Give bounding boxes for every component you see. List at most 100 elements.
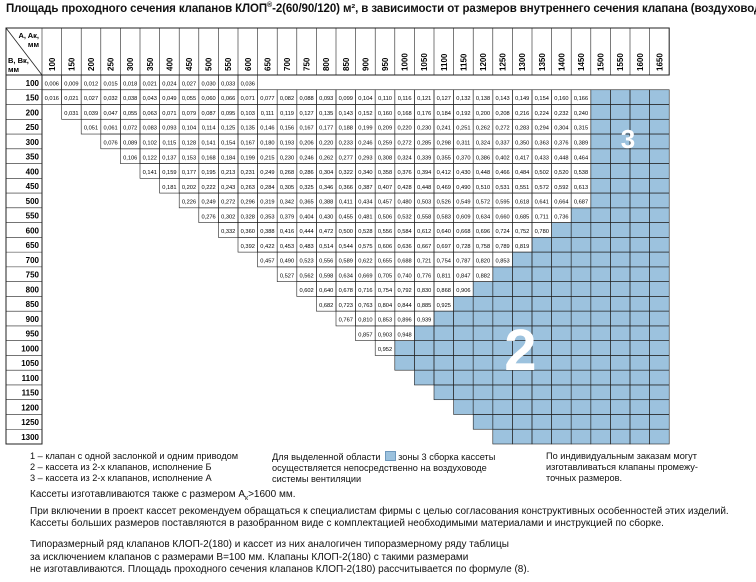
cell-value: 0,125 — [221, 126, 235, 132]
cell-value: 0,121 — [417, 96, 431, 102]
cell-value: 0,819 — [515, 244, 529, 250]
row-header: 950 — [26, 330, 40, 339]
zone-cell — [551, 281, 572, 297]
cell-value: 0,687 — [574, 200, 588, 206]
cell-value: 0,156 — [280, 126, 294, 132]
cell-value: 0,263 — [241, 185, 255, 191]
row-header: 100 — [26, 79, 40, 88]
zone-cell — [610, 296, 630, 312]
legend-custom-line3: точных размеров. — [546, 473, 623, 483]
cell-value: 0,132 — [456, 96, 470, 102]
column-header: 700 — [283, 57, 292, 71]
cell-value: 0,853 — [495, 259, 509, 265]
cell-value: 0,104 — [182, 126, 196, 132]
zone-cell — [473, 370, 493, 385]
zone-cell — [571, 429, 591, 444]
cell-value: 0,767 — [339, 318, 353, 324]
cell-value: 0,407 — [378, 185, 392, 191]
cell-value: 0,093 — [162, 126, 176, 132]
cell-value: 0,030 — [201, 81, 215, 87]
cell-value: 0,363 — [535, 141, 549, 147]
zone-cell — [551, 311, 572, 326]
cell-value: 0,324 — [397, 155, 411, 161]
zone-cell — [571, 296, 591, 312]
cell-value: 0,284 — [260, 185, 274, 191]
cell-value: 0,099 — [339, 96, 353, 102]
cell-value: 0,538 — [574, 170, 588, 176]
cell-value: 0,613 — [574, 185, 588, 191]
cell-value: 0,490 — [456, 185, 470, 191]
zone-cell — [492, 325, 513, 341]
cell-value: 0,272 — [221, 200, 235, 206]
zone-cell — [649, 193, 670, 208]
zone-cell — [512, 384, 532, 400]
zone-cell — [610, 89, 630, 105]
cell-value: 0,199 — [358, 126, 372, 132]
zone-cell — [532, 399, 552, 415]
cell-value: 0,844 — [397, 303, 411, 309]
row-header: 500 — [26, 197, 40, 206]
zone-cell — [414, 340, 434, 356]
row-header: 700 — [26, 256, 40, 265]
cell-value: 0,051 — [84, 126, 98, 132]
cell-value: 0,328 — [241, 214, 255, 220]
cell-value: 0,149 — [515, 96, 529, 102]
cell-value: 0,787 — [456, 259, 470, 265]
cell-value: 0,655 — [378, 259, 392, 265]
cell-value: 0,558 — [417, 214, 431, 220]
cell-value: 0,411 — [339, 200, 353, 206]
cell-value: 0,115 — [162, 141, 176, 147]
cell-value: 0,355 — [437, 155, 451, 161]
zone-cell — [492, 311, 513, 326]
cell-value: 0,116 — [398, 96, 412, 102]
zone-cell — [590, 355, 611, 371]
row-header: 600 — [26, 226, 40, 235]
cell-value: 0,455 — [339, 214, 353, 220]
cell-value: 0,243 — [221, 185, 235, 191]
cell-value: 0,484 — [515, 170, 529, 176]
note-line3: Кассеты больших размеров поставляются в … — [30, 518, 664, 529]
zone-cell — [571, 414, 591, 430]
zone-cell — [610, 429, 630, 444]
cell-value: 0,119 — [280, 111, 294, 117]
zone-cell — [453, 311, 474, 326]
cell-value: 0,386 — [476, 155, 490, 161]
zone-cell — [492, 281, 513, 297]
cell-value: 0,716 — [358, 288, 372, 294]
zone-cell — [630, 178, 650, 194]
cell-value: 0,114 — [202, 126, 216, 132]
cell-value: 0,195 — [201, 170, 215, 176]
column-header: 1650 — [655, 53, 664, 71]
cell-value: 0,342 — [280, 200, 294, 206]
zone-cell — [649, 414, 670, 430]
cell-value: 0,055 — [182, 96, 196, 102]
corner-label-a: A, Aк, — [18, 31, 39, 40]
legend-item-3: 3 – кассета из 2-х клапанов, исполнение … — [30, 473, 212, 483]
cell-value: 0,216 — [515, 111, 529, 117]
cell-value: 0,789 — [495, 244, 509, 250]
cell-value: 0,079 — [182, 111, 196, 117]
cell-value: 0,551 — [515, 185, 529, 191]
column-header: 1150 — [459, 53, 468, 71]
cell-value: 0,209 — [378, 126, 392, 132]
cell-value: 0,135 — [319, 111, 333, 117]
cell-value: 0,154 — [221, 141, 235, 147]
cell-value: 0,220 — [397, 126, 411, 132]
cell-value: 0,606 — [378, 244, 392, 250]
cell-value: 0,346 — [319, 185, 333, 191]
cell-value: 0,077 — [260, 96, 274, 102]
cell-value: 0,526 — [437, 200, 451, 206]
cell-value: 0,711 — [535, 214, 549, 220]
cell-value: 0,514 — [319, 244, 333, 250]
zone-cell — [532, 311, 552, 326]
zone-cell — [492, 370, 513, 385]
cell-value: 0,167 — [299, 126, 313, 132]
legend-item-2: 2 – кассета из 2-х клапанов, исполнение … — [30, 462, 212, 472]
cell-value: 0,319 — [260, 200, 274, 206]
cell-value: 0,430 — [456, 170, 470, 176]
zone-cell — [590, 311, 611, 326]
cell-value: 0,562 — [299, 273, 313, 279]
cell-value: 0,464 — [574, 155, 588, 161]
zone-cell — [434, 370, 454, 385]
cell-value: 0,480 — [397, 200, 411, 206]
